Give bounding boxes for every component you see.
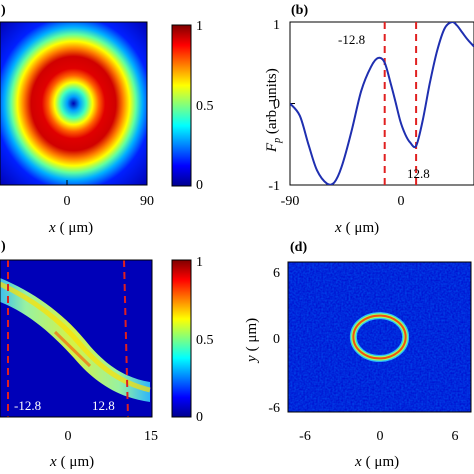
panel-c-xlabel-var: x: [49, 454, 57, 470]
panel-b-xlabel-unit: ( μm): [346, 220, 379, 236]
panel-a: ) 0 90 x( μm) 1 0.5 0: [0, 3, 214, 236]
panel-d-ytick-m6: -6: [268, 401, 280, 416]
panel-b-label: (b): [291, 3, 308, 18]
panel-c-xlabel: x( μm): [49, 454, 94, 470]
panel-d-noise: [288, 262, 471, 412]
panel-b-frame: [289, 21, 474, 186]
panel-a-xlabel: x( μm): [48, 220, 93, 236]
panel-a-xlabel-var: x: [48, 220, 56, 236]
panel-d-ytick-6: 6: [273, 266, 280, 281]
panel-c-vline-right: [123, 259, 129, 418]
panel-a-heatmap: [0, 22, 147, 185]
panel-d-xtick-m6: -6: [299, 429, 311, 444]
panel-d: (d) 6 0 -6 -6 0 6 x( μm) y( μm): [244, 240, 472, 470]
panel-d-ylabel: y ( μm): [244, 318, 260, 364]
panel-d-ring: [349, 312, 410, 362]
panel-c-cbar-tick-0: 0: [196, 410, 203, 425]
panel-d-ytick-0: 0: [273, 332, 280, 347]
panel-c-frame: [0, 259, 153, 418]
panel-d-ring-core: [352, 314, 407, 360]
panel-b-ylabel-rest: (arb. units): [264, 68, 280, 138]
panel-a-xlabel-unit: ( μm): [60, 220, 93, 236]
panel-d-xtick-0: 0: [377, 429, 384, 444]
panel-c-vline-label-right: 12.8: [92, 398, 115, 413]
panel-d-ylabel-unit: ( μm): [244, 318, 260, 351]
panel-a-xtick-1: 90: [140, 194, 154, 209]
panel-b-ytick-1: 1: [273, 18, 280, 33]
panel-c-cbar-tick-1: 1: [196, 255, 203, 270]
panel-c-cbar-tick-05: 0.5: [196, 333, 214, 348]
panel-a-cbar-tick-0: 0: [196, 178, 203, 193]
panel-b-xlabel: x( μm): [334, 220, 379, 236]
panel-c-vline-label-left: -12.8: [14, 398, 41, 413]
panel-d-xtick-6: 6: [452, 429, 459, 444]
panel-b-vline-label-right: 12.8: [407, 166, 430, 181]
panel-c: -12.8 12.8 ) 0 15 x( μm) 1 0.5 0: [0, 239, 214, 470]
panel-d-xlabel-unit: ( μm): [366, 454, 399, 470]
panel-c-xtick-0: 0: [65, 429, 72, 444]
panel-a-frame: [0, 21, 148, 186]
panel-c-xlabel-unit: ( μm): [61, 454, 94, 470]
panel-b-xtick-m90: -90: [281, 194, 300, 209]
panel-c-label: ): [1, 239, 6, 254]
panel-c-xtick-15: 15: [144, 429, 158, 444]
panel-a-label: ): [1, 3, 6, 18]
panel-a-cbar-tick-1: 1: [196, 19, 203, 34]
panel-d-label: (d): [290, 240, 307, 255]
panel-b-xlabel-var: x: [334, 220, 342, 236]
panel-d-ylabel-var: y: [244, 355, 260, 364]
panel-b-ytick-0: 0: [273, 97, 280, 112]
panel-b: (b) -12.8 12.8 1 0 -1 -90 0 x( μm) Fp (a…: [264, 3, 474, 236]
panel-b-xtick-0: 0: [398, 194, 405, 209]
panel-a-xtick-0: 0: [64, 194, 71, 209]
panel-a-cbar-tick-05: 0.5: [196, 99, 214, 114]
panel-c-colorbar: [171, 259, 192, 418]
panel-b-ylabel-sub: p: [272, 138, 283, 144]
panel-b-ylabel: Fp (arb. units): [264, 68, 283, 153]
panel-d-xlabel: x( μm): [354, 454, 399, 470]
panel-d-frame: [287, 261, 472, 413]
panel-c-band-hotspot: [53, 330, 92, 368]
panel-b-series-line: [290, 22, 474, 185]
panel-b-ylabel-var: F: [264, 142, 280, 153]
panel-a-colorbar: [171, 24, 192, 187]
panel-d-xlabel-var: x: [354, 454, 362, 470]
panel-b-ytick-m1: -1: [268, 179, 280, 194]
panel-b-vline-label-left: -12.8: [338, 32, 365, 47]
